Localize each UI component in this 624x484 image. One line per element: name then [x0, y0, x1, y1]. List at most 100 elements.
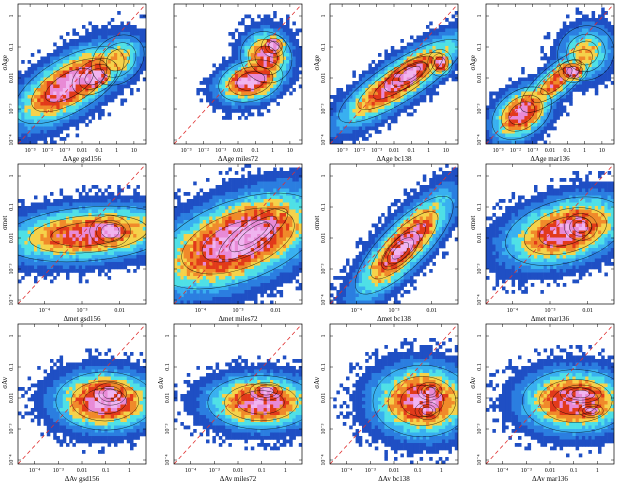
density-cell	[120, 77, 124, 82]
density-cell	[46, 216, 51, 221]
density-cell	[295, 28, 300, 33]
density-cell	[190, 199, 194, 203]
density-cell	[604, 18, 608, 22]
density-cell	[378, 74, 382, 78]
density-cell	[177, 202, 181, 207]
density-cell	[346, 130, 350, 134]
density-cell	[78, 216, 83, 221]
density-cell	[298, 28, 302, 33]
density-cell	[575, 21, 580, 26]
density-cell	[336, 123, 340, 127]
density-cell	[218, 293, 223, 298]
density-cell	[403, 67, 408, 71]
density-cell	[27, 140, 32, 144]
density-cell	[371, 126, 376, 131]
density-cell	[486, 130, 490, 134]
density-cell	[69, 42, 73, 47]
density-cell	[120, 209, 124, 214]
density-cell	[228, 116, 232, 120]
density-cell	[257, 42, 261, 47]
density-cell	[355, 95, 360, 99]
density-cell	[244, 109, 248, 113]
density-cell	[228, 195, 232, 200]
density-cell	[390, 56, 395, 61]
density-cell	[378, 102, 382, 106]
density-cell	[489, 130, 493, 134]
density-cell	[206, 213, 210, 217]
density-cell	[34, 77, 38, 82]
density-cell	[550, 123, 554, 127]
density-cell	[104, 53, 108, 57]
density-cell	[295, 32, 300, 36]
density-cell	[56, 265, 60, 270]
density-cell	[238, 70, 242, 75]
density-cell	[537, 112, 541, 117]
density-cell	[199, 237, 204, 242]
density-cell	[126, 35, 131, 40]
density-cell	[572, 49, 576, 54]
density-cell	[196, 237, 200, 242]
density-cell	[94, 53, 99, 57]
density-cell	[34, 227, 38, 231]
density-cell	[566, 14, 570, 19]
density-cell	[62, 63, 67, 68]
density-cell	[72, 91, 76, 96]
density-cell	[209, 77, 213, 82]
x-tick-label: 10⁻²	[42, 148, 53, 154]
density-cell	[419, 95, 424, 99]
density-cell	[24, 255, 28, 259]
density-cell	[91, 98, 96, 103]
density-cell	[91, 102, 96, 106]
density-cell	[212, 293, 216, 298]
density-cell	[260, 112, 264, 117]
density-cell	[543, 109, 548, 113]
density-cell	[46, 209, 51, 214]
density-cell	[222, 116, 226, 120]
density-cell	[378, 109, 382, 113]
density-cell	[559, 77, 564, 82]
density-cell	[534, 105, 538, 110]
density-cell	[537, 116, 541, 120]
density-cell	[260, 53, 264, 57]
density-cell	[244, 77, 248, 82]
density-cell	[566, 46, 570, 50]
density-cell	[234, 98, 239, 103]
density-cell	[136, 185, 140, 189]
density-cell	[78, 60, 83, 64]
density-cell	[578, 56, 583, 61]
density-cell	[247, 84, 252, 89]
density-cell	[546, 81, 551, 85]
density-cell	[492, 140, 496, 144]
density-cell	[598, 60, 602, 64]
density-cell	[209, 234, 213, 238]
density-cell	[238, 195, 242, 200]
density-cell	[123, 39, 128, 43]
density-cell	[136, 28, 140, 33]
density-cell	[69, 88, 73, 92]
density-cell	[94, 105, 99, 110]
density-cell	[263, 21, 268, 26]
density-cell	[537, 95, 541, 99]
density-cell	[78, 276, 83, 280]
density-cell	[199, 223, 204, 228]
density-cell	[136, 209, 140, 214]
density-cell	[215, 300, 220, 304]
density-cell	[193, 230, 197, 235]
density-cell	[222, 192, 226, 196]
density-cell	[27, 84, 32, 89]
density-cell	[495, 116, 500, 120]
density-cell	[508, 130, 512, 134]
density-cell	[394, 102, 398, 106]
density-cell	[202, 216, 207, 221]
density-cell	[53, 77, 57, 82]
density-cell	[598, 35, 602, 40]
density-cell	[72, 63, 76, 68]
density-cell	[530, 116, 535, 120]
density-cell	[37, 88, 41, 92]
density-cell	[273, 11, 277, 15]
density-cell	[120, 63, 124, 68]
density-cell	[174, 272, 178, 277]
density-cell	[43, 213, 48, 217]
density-cell	[34, 206, 38, 210]
density-cell	[72, 262, 76, 266]
